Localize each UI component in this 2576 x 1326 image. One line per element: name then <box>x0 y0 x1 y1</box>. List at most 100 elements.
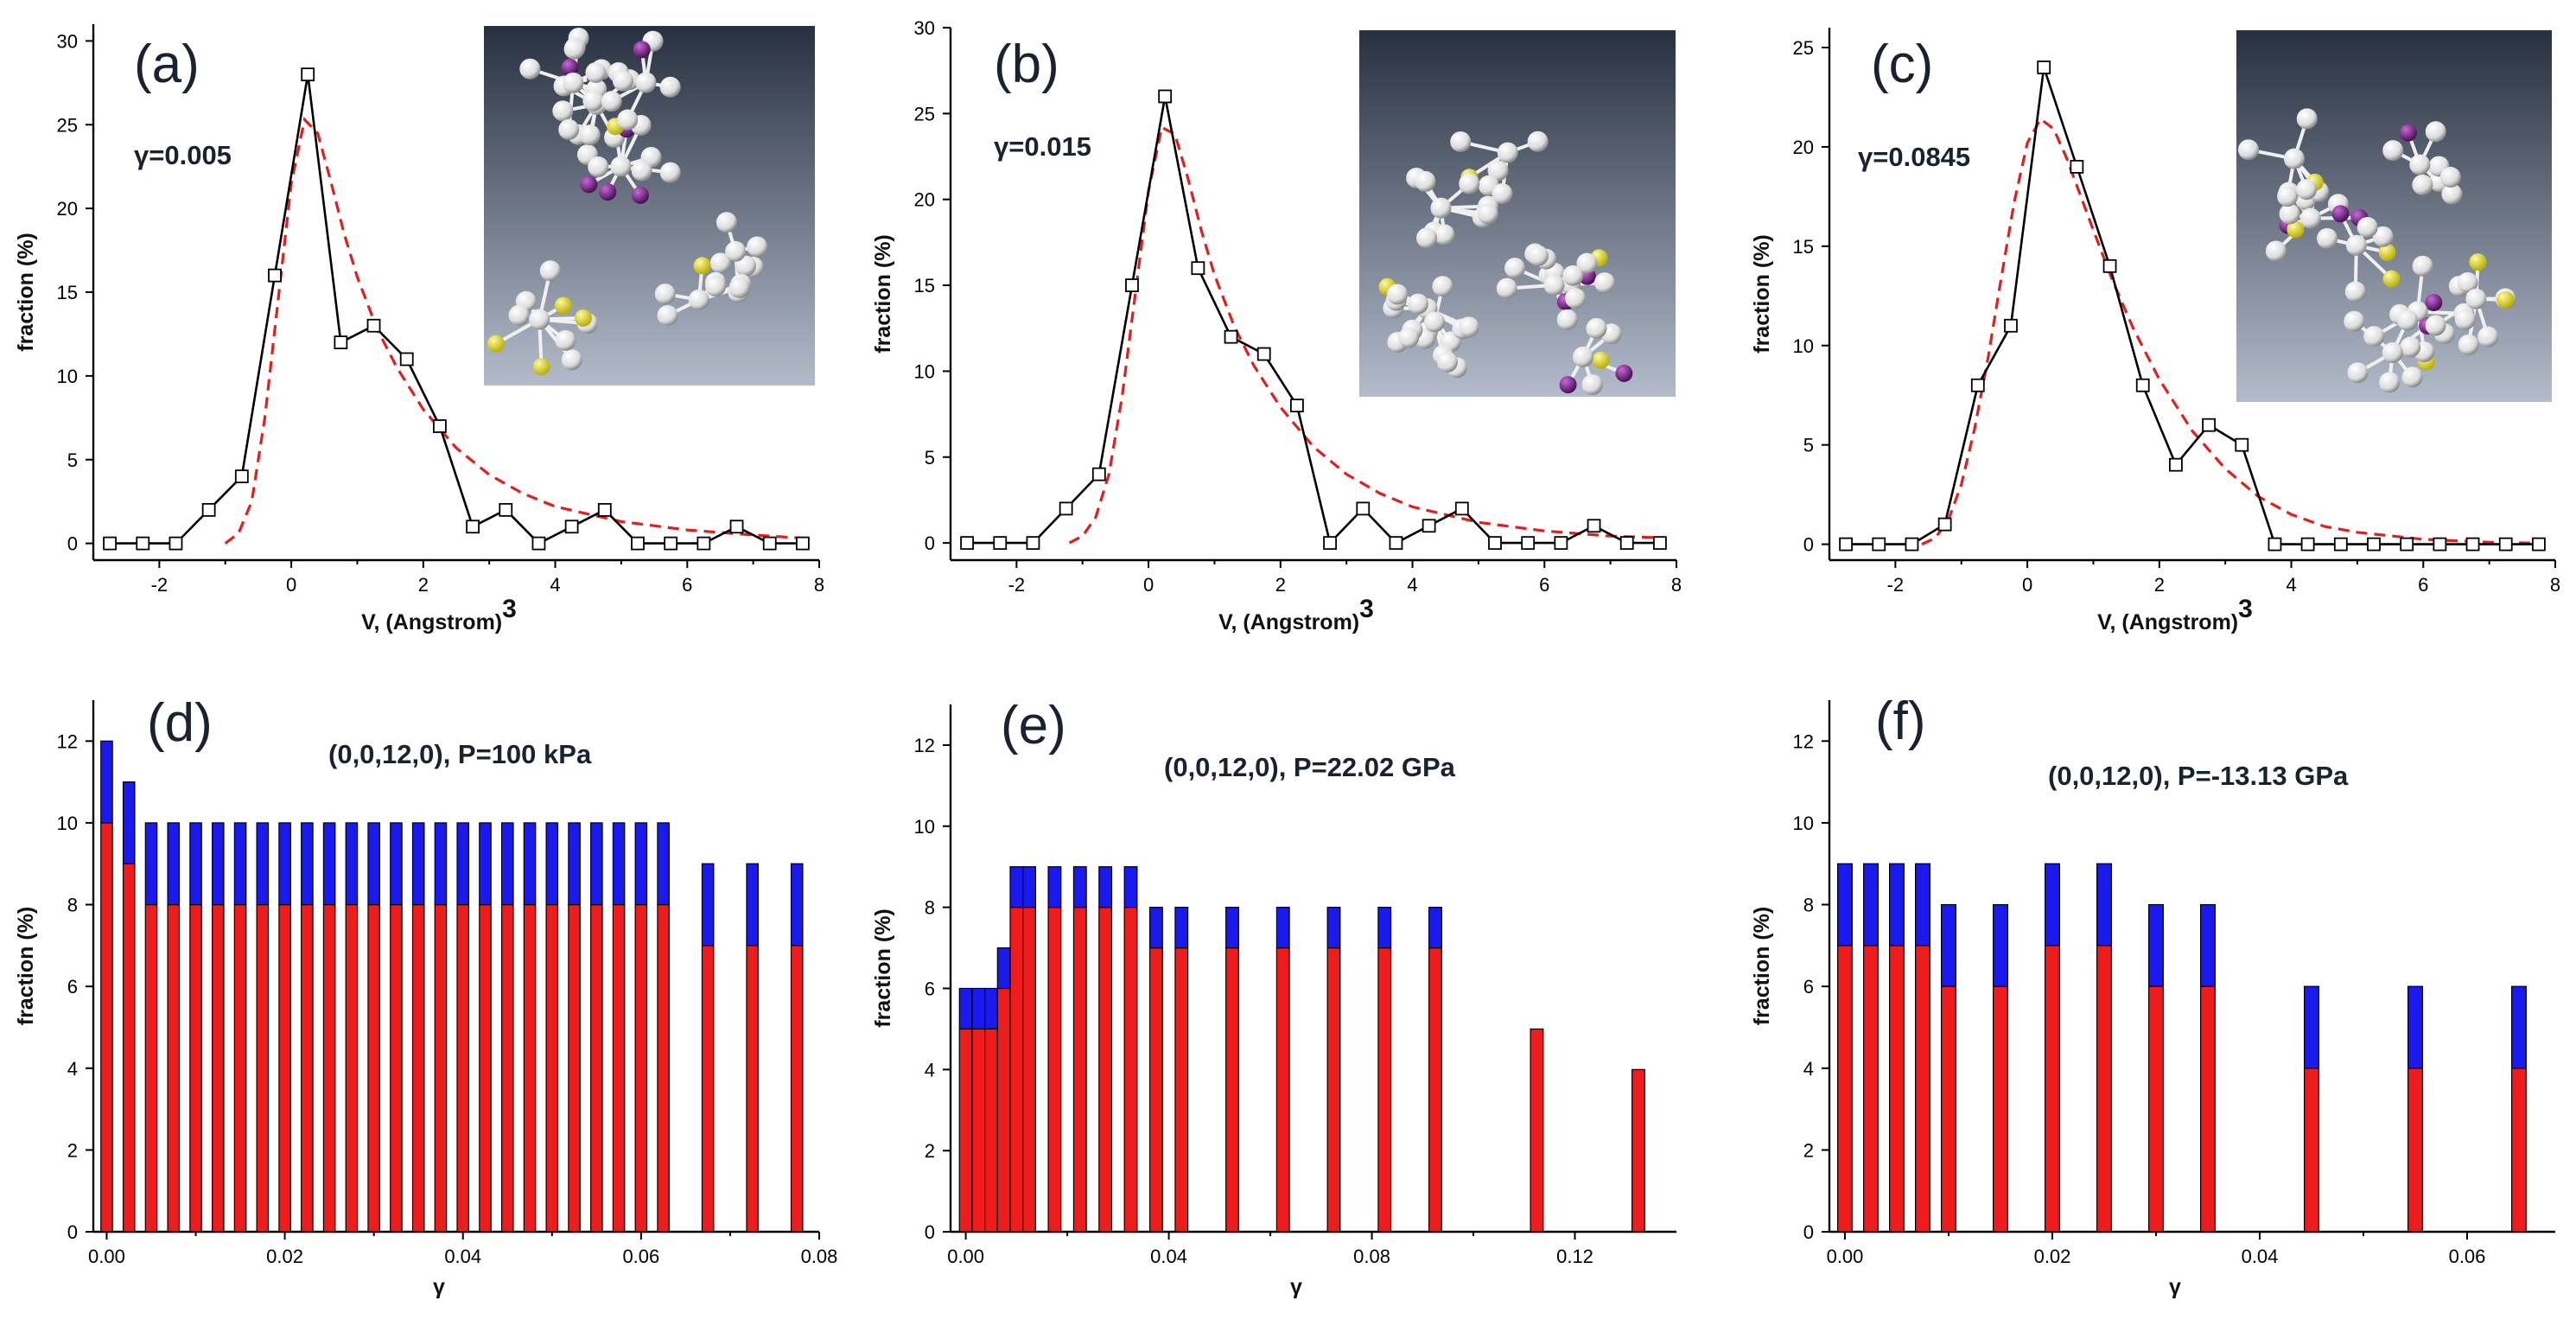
y-tick-label: 20 <box>1793 137 1814 158</box>
data-point-marker <box>1587 519 1601 533</box>
bar-blue <box>411 822 425 906</box>
x-axis-label-superscript: 3 <box>502 595 517 623</box>
atom-yellow <box>2496 290 2515 309</box>
data-point-marker <box>2465 537 2480 551</box>
atom-white <box>2345 234 2367 256</box>
y-tick-label: 10 <box>914 816 935 838</box>
bar-red <box>634 903 648 1233</box>
bar-blue <box>1915 863 1931 947</box>
bar-red <box>568 903 581 1233</box>
bar-red <box>1941 985 1957 1233</box>
data-point-marker <box>1905 537 1919 551</box>
atom-purple <box>2399 124 2417 142</box>
bar-blue <box>1098 866 1113 908</box>
y-tick-label: 12 <box>57 730 78 752</box>
atom-white <box>2425 121 2446 143</box>
bar-red <box>746 945 759 1233</box>
bar-blue <box>1326 907 1341 949</box>
x-tick-label: 8 <box>814 574 824 596</box>
data-point-marker <box>1224 329 1238 344</box>
x-tick-label: 0 <box>2022 574 2032 596</box>
atom-white <box>1504 258 1526 279</box>
atom-yellow <box>2382 270 2401 288</box>
data-point-marker <box>1256 347 1271 361</box>
atom-white <box>529 309 550 330</box>
bar-red <box>500 903 514 1233</box>
panel-c: 0 5 10 15 20 25 -2 0 2 4 6 8 V, (Angstrom)3 fraction … <box>1750 28 2560 634</box>
x-tick-label: -2 <box>1887 574 1905 596</box>
atom-white <box>552 100 574 122</box>
atom-white <box>1492 183 1513 205</box>
data-point-marker <box>2037 61 2051 74</box>
bar-blue <box>2407 985 2424 1069</box>
bar-blue <box>1225 907 1239 949</box>
bar-red <box>1915 945 1931 1233</box>
data-line <box>967 96 1660 545</box>
panel-label: (b) <box>994 35 1059 94</box>
bar-blue <box>301 822 314 906</box>
bar-red <box>100 822 113 1233</box>
panel-b: 0 5 10 15 20 25 30 -2 0 2 4 6 8 V, (Angstrom)3 fractio… <box>871 17 1682 634</box>
atom-purple <box>631 186 649 204</box>
bar-red <box>2200 985 2217 1233</box>
data-point-marker <box>433 419 447 433</box>
bar-red <box>1275 947 1290 1233</box>
atom-white <box>610 156 632 177</box>
data-point-marker <box>1872 537 1886 551</box>
y-tick-label: 4 <box>67 1058 78 1080</box>
bar-blue <box>701 863 715 947</box>
y-tick-label: 0 <box>925 532 935 554</box>
y-tick-label: 20 <box>57 198 78 220</box>
atom-white <box>2396 309 2418 331</box>
x-tick-label: 4 <box>1407 574 1417 596</box>
bar-blue <box>984 987 998 1030</box>
y-axis-label: fraction (%) <box>871 234 895 354</box>
y-tick-label: 15 <box>1793 236 1814 258</box>
atom-yellow <box>1592 351 1610 369</box>
bar-red <box>1022 907 1036 1233</box>
atom-white <box>2283 148 2305 169</box>
data-point-marker <box>2498 537 2513 551</box>
bar-red <box>1225 947 1239 1233</box>
atom-white <box>2465 288 2487 309</box>
bar-blue <box>278 822 291 906</box>
atom-purple <box>633 41 651 59</box>
bar-blue <box>590 822 603 906</box>
bar-blue <box>1123 866 1138 908</box>
data-point-marker <box>2169 457 2183 472</box>
atom-white <box>728 277 750 298</box>
data-point-marker <box>1839 537 1853 551</box>
data-point-marker <box>2532 537 2546 551</box>
panel-f: 0 2 4 6 8 10 12 0.00 0.02 0.04 0.06 γ fraction (%) (f… <box>1750 692 2555 1299</box>
bar-red <box>1009 907 1024 1233</box>
bar-blue <box>345 822 359 906</box>
y-tick-label: 20 <box>914 189 935 211</box>
atom-white <box>716 212 737 233</box>
data-point-marker <box>1125 278 1139 292</box>
x-axis-label-text: V, (Angstrom) <box>2097 610 2238 634</box>
bar-red <box>1174 947 1189 1233</box>
atom-white <box>2357 216 2378 238</box>
x-axis-label: γ <box>2169 1275 2181 1299</box>
atom-white <box>2458 334 2479 355</box>
y-tick-label: 30 <box>57 30 78 52</box>
data-point-marker <box>597 502 612 517</box>
atom-white <box>1565 288 1587 309</box>
y-tick-label: 8 <box>925 897 935 919</box>
data-point-marker <box>1554 536 1568 551</box>
x-tick-label: 0.12 <box>1556 1246 1593 1267</box>
atom-white <box>555 329 576 351</box>
x-tick-label: 8 <box>1671 574 1682 596</box>
bar-blue <box>1377 907 1392 949</box>
x-axis-label-superscript: 3 <box>1359 595 1374 623</box>
x-tick-label: 0.02 <box>266 1246 303 1267</box>
x-tick-label: 4 <box>2286 574 2296 596</box>
bar-red <box>2148 985 2165 1233</box>
x-tick-label: 0.02 <box>2034 1246 2071 1267</box>
x-tick-label: 0.04 <box>444 1246 481 1267</box>
y-axis-label: fraction (%) <box>14 907 38 1026</box>
data-point-marker <box>301 67 315 82</box>
data-point-marker <box>466 520 480 534</box>
atom-white <box>725 240 747 262</box>
